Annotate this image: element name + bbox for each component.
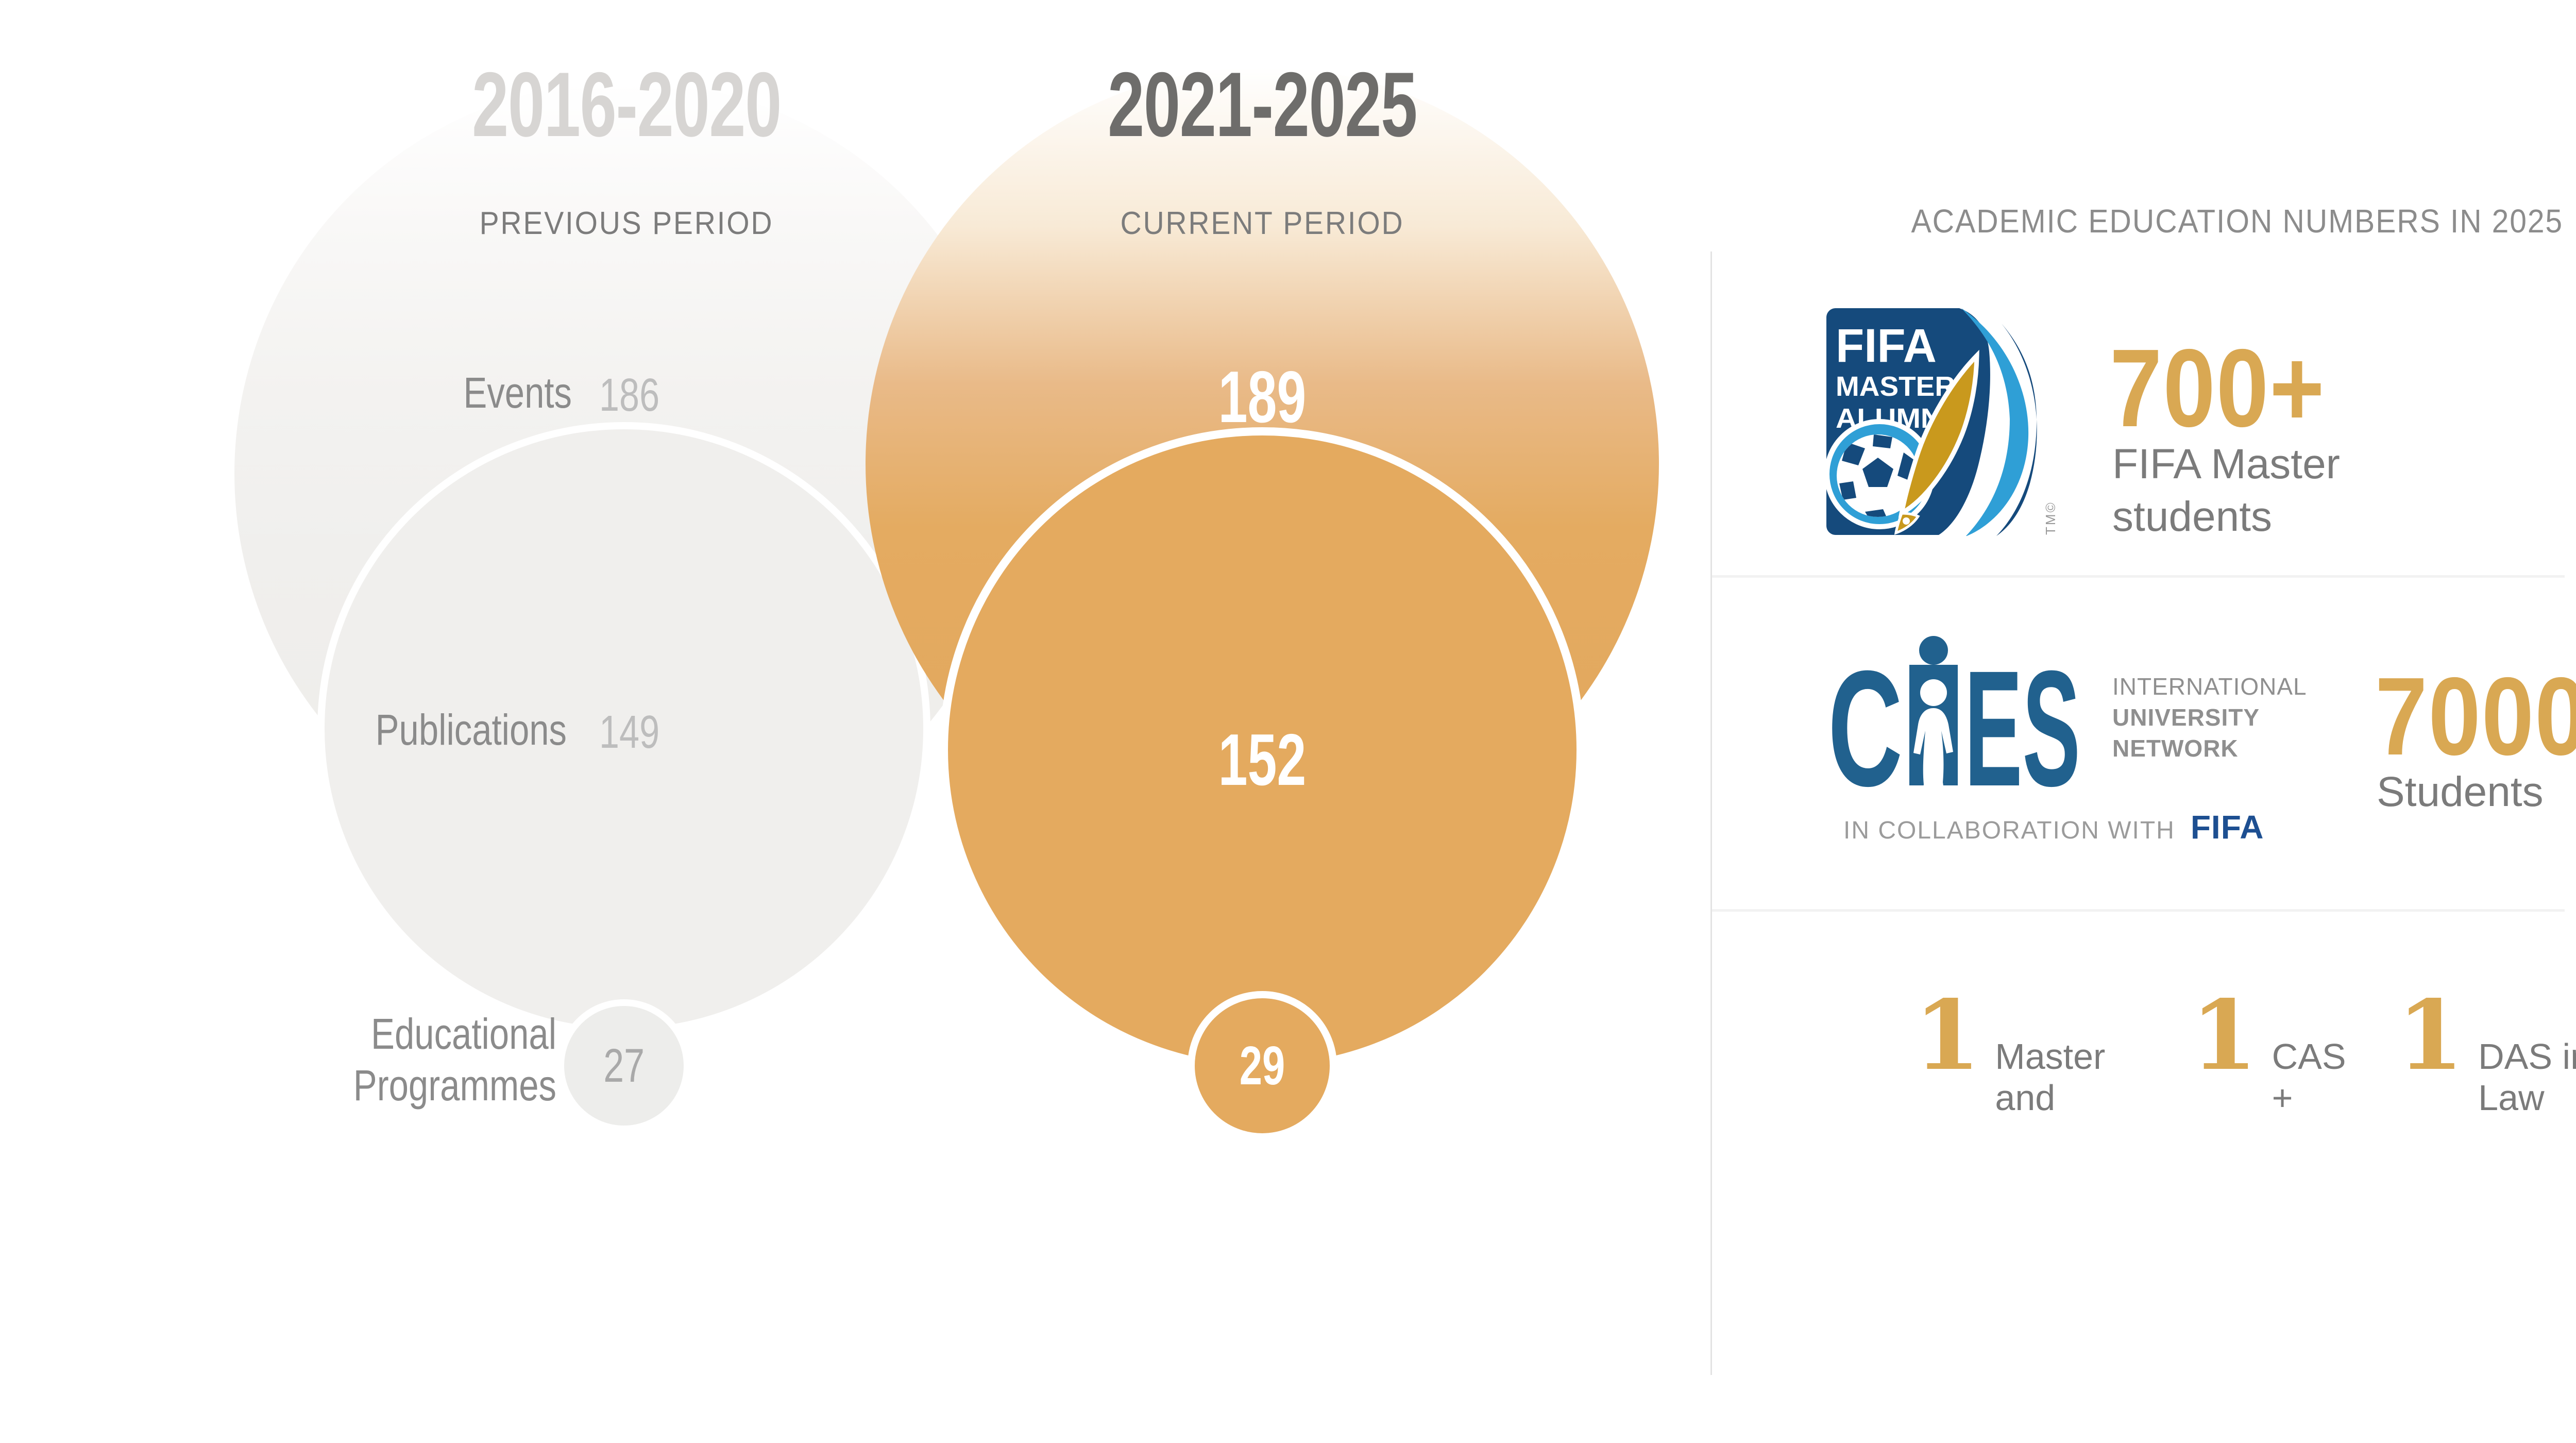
panel-vertical-divider bbox=[1710, 251, 1712, 1375]
program-count-cas: 1 bbox=[2191, 979, 2258, 1092]
cies-tagline-line1: INTERNATIONAL bbox=[2112, 673, 2307, 700]
previous-period-subtitle: PREVIOUS PERIOD bbox=[479, 206, 774, 241]
sports-law-programs-row: 1 Master and 1 CAS + 1 DAS in Sports Law bbox=[1914, 987, 2576, 1118]
fifa-master-students-label: FIFA Master students bbox=[2112, 438, 2340, 543]
current-period-educational-bubble: 29 bbox=[1188, 991, 1337, 1140]
publications-label: Publications bbox=[375, 706, 567, 754]
collaboration-text: IN COLLABORATION WITH bbox=[1843, 817, 2175, 844]
events-label: Events bbox=[463, 368, 572, 417]
previous-events-value: 186 bbox=[599, 370, 660, 421]
educational-programmes-label: Educational Programmes bbox=[280, 1008, 556, 1111]
previous-period-title: 2016-2020 bbox=[472, 53, 782, 156]
previous-period-educational-bubble: 27 bbox=[557, 999, 690, 1132]
cies-tagline: INTERNATIONAL UNIVERSITY NETWORK bbox=[2112, 671, 2307, 764]
current-period-title: 2021-2025 bbox=[1108, 53, 1417, 156]
program-count-das: 1 bbox=[2397, 979, 2464, 1092]
fifa-master-alumni-logo: FIFA MASTER ALUMNI TM© bbox=[1826, 308, 2058, 536]
program-count-master: 1 bbox=[1914, 979, 1981, 1092]
pen-icon bbox=[1894, 349, 1979, 535]
current-educational-value: 29 bbox=[1239, 1035, 1285, 1096]
cies-tagline-line3: NETWORK bbox=[2112, 735, 2239, 762]
fifa-master-label-line2: students bbox=[2112, 493, 2272, 540]
panel-separator-2 bbox=[1712, 909, 2565, 912]
program-label-master: Master and bbox=[1995, 1036, 2106, 1118]
current-period-subtitle: CURRENT PERIOD bbox=[1120, 206, 1404, 241]
fifa-logo-line1: FIFA bbox=[1836, 320, 1937, 372]
cies-letter-c: C bbox=[1828, 636, 1903, 801]
fifa-master-students-value: 700+ bbox=[2110, 326, 2326, 450]
panel-header: ACADEMIC EDUCATION NUMBERS IN 2025 bbox=[1911, 203, 2563, 240]
educational-label-line2: Programmes bbox=[353, 1061, 556, 1110]
cies-students-label: Students bbox=[2377, 768, 2544, 815]
previous-educational-value: 27 bbox=[603, 1039, 645, 1092]
person-silhouette bbox=[1913, 679, 1953, 801]
program-label-cas: CAS + bbox=[2272, 1036, 2346, 1118]
cies-students-value: 7000+ bbox=[2375, 654, 2576, 778]
fifa-master-label-line1: FIFA Master bbox=[2112, 441, 2340, 488]
cies-logo: C ES bbox=[1828, 636, 2080, 801]
educational-label-line1: Educational bbox=[371, 1010, 556, 1058]
cies-letters-es: ES bbox=[1964, 636, 2080, 801]
current-publications-value: 152 bbox=[1218, 719, 1307, 801]
cies-tagline-line2: UNIVERSITY bbox=[2112, 704, 2260, 731]
previous-publications-value: 149 bbox=[599, 707, 660, 758]
fifa-logo-line2: MASTER bbox=[1836, 371, 1955, 402]
fifa-wordmark: FIFA bbox=[2190, 809, 2264, 846]
current-events-value: 189 bbox=[1218, 356, 1307, 438]
collaboration-row: IN COLLABORATION WITH FIFA bbox=[1843, 808, 2264, 846]
cies-i-dot bbox=[1919, 636, 1948, 665]
program-label-das: DAS in Sports Law bbox=[2478, 1036, 2576, 1118]
panel-separator-1 bbox=[1712, 575, 2565, 578]
fifa-logo-tm: TM© bbox=[2043, 501, 2058, 535]
